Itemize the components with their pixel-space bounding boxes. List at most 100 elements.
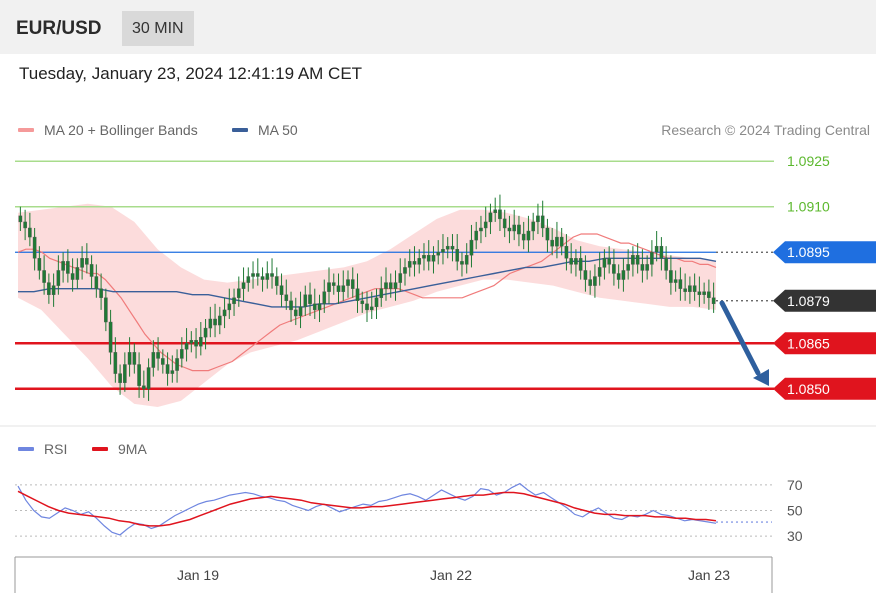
candle-body <box>498 209 502 220</box>
candle-body <box>393 282 398 289</box>
candle-body <box>502 218 507 229</box>
candle-body <box>455 249 460 262</box>
candle-body <box>631 255 635 265</box>
candle-body <box>493 209 498 214</box>
candle-body <box>683 288 687 292</box>
candle-body <box>445 245 450 250</box>
candle-body <box>688 285 692 292</box>
x-tick-label: Jan 22 <box>430 567 472 583</box>
candle-body <box>422 255 426 259</box>
candle-body <box>118 373 122 383</box>
level-label-1.0865: 1.0865 <box>787 335 830 351</box>
rsi-tick-label: 30 <box>787 528 803 544</box>
ma50-swatch <box>232 128 248 132</box>
candle-body <box>588 279 592 286</box>
candle-body <box>436 252 441 256</box>
candle-body <box>341 285 346 292</box>
candle-body <box>203 327 208 338</box>
candle-body <box>270 273 274 277</box>
level-tag-1.0879 <box>773 289 876 312</box>
candle-body <box>616 273 621 280</box>
candle-body <box>317 303 322 311</box>
level-label-1.0910: 1.0910 <box>787 199 830 215</box>
candle-body <box>246 276 251 283</box>
candle-body <box>142 385 146 389</box>
candle-body <box>331 282 336 286</box>
candle-body <box>161 358 165 365</box>
candle-body <box>450 245 455 250</box>
candle-body <box>379 288 384 298</box>
candle-body <box>37 258 42 271</box>
candle-body <box>431 255 436 262</box>
candle-body <box>123 364 127 383</box>
legend-9ma: 9MA <box>92 441 147 457</box>
x-tick-label: Jan 23 <box>688 567 730 583</box>
candle-body <box>241 282 246 289</box>
candles <box>18 194 716 401</box>
candle-body <box>94 276 99 289</box>
candle-body <box>578 258 583 271</box>
level-tag-1.0895 <box>773 241 876 264</box>
rsi-tick-label: 70 <box>787 477 803 493</box>
candle-body <box>464 255 469 265</box>
candle-body <box>635 255 640 265</box>
candle-body <box>303 294 308 308</box>
candle-body <box>80 258 84 268</box>
rsi-tick-label: 50 <box>787 503 803 519</box>
candle-body <box>137 364 141 386</box>
candle-body <box>612 264 616 274</box>
candle-body <box>412 261 417 265</box>
candle-body <box>213 318 217 326</box>
candle-body <box>531 221 535 232</box>
candle-body <box>89 264 94 277</box>
candle-body <box>28 227 32 238</box>
candle-body <box>673 279 678 283</box>
timeframe-badge[interactable]: 30 MIN <box>122 11 194 46</box>
candle-body <box>327 282 331 292</box>
candle-body <box>365 303 369 311</box>
candle-body <box>350 279 355 289</box>
level-label-1.0850: 1.0850 <box>787 381 830 397</box>
candle-body <box>51 285 56 295</box>
candle-body <box>403 267 407 274</box>
candle-body <box>640 264 645 271</box>
rsi-swatch <box>18 447 34 451</box>
candle-body <box>218 315 222 326</box>
candle-body <box>113 352 118 374</box>
candle-body <box>669 270 673 283</box>
candle-body <box>517 224 521 235</box>
candle-body <box>189 340 194 344</box>
legend-rsi-label: RSI <box>44 441 68 457</box>
level-label-1.0925: 1.0925 <box>787 153 830 169</box>
level-tag-1.0850 <box>773 377 876 400</box>
candle-body <box>426 255 431 262</box>
candle-body <box>479 227 483 232</box>
legend-9ma-label: 9MA <box>118 441 147 457</box>
candle-body <box>550 239 554 247</box>
candle-body <box>208 318 213 329</box>
candle-body <box>227 303 232 311</box>
candle-body <box>165 364 170 374</box>
candle-body <box>536 215 540 223</box>
candle-body <box>398 273 403 283</box>
candle-body <box>18 215 23 223</box>
candle-body <box>692 285 697 292</box>
candle-body <box>559 236 564 247</box>
timestamp: Tuesday, January 23, 2024 12:41:19 AM CE… <box>19 64 363 83</box>
candle-body <box>564 245 569 259</box>
candle-body <box>32 236 37 259</box>
instrument-symbol: EUR/USD <box>16 18 102 39</box>
candle-body <box>56 270 61 286</box>
candle-body <box>260 276 265 280</box>
candle-body <box>574 258 578 265</box>
candle-body <box>175 358 179 371</box>
candle-body <box>146 367 151 389</box>
candle-body <box>42 270 46 283</box>
candle-body <box>602 258 607 268</box>
candle-body <box>483 221 488 229</box>
candle-body <box>274 276 279 286</box>
candle-body <box>156 352 160 359</box>
candle-body <box>711 297 716 305</box>
candle-body <box>384 282 388 289</box>
